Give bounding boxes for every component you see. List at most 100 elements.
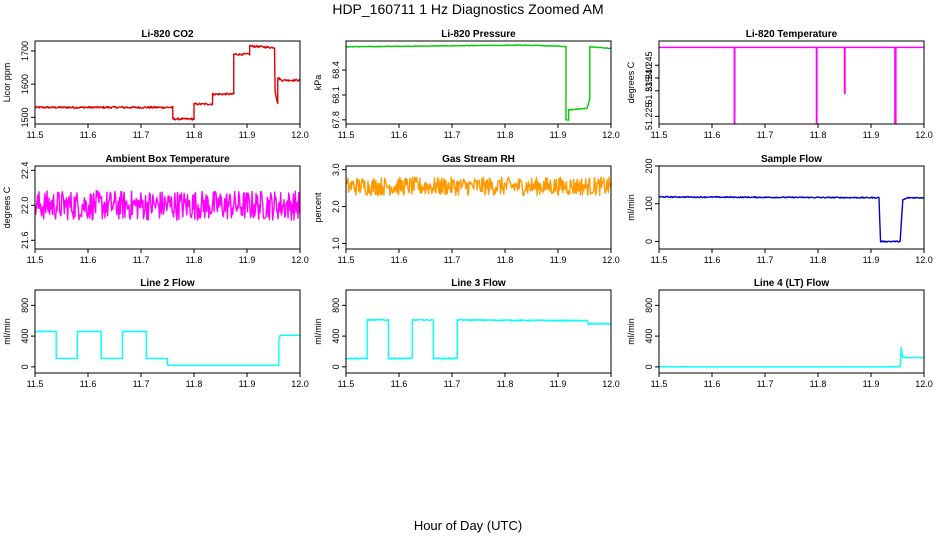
series-line: [659, 346, 924, 368]
x-tick-label: 11.7: [444, 130, 461, 140]
x-tick-label: 12.0: [291, 379, 309, 389]
x-tick-label: 11.5: [27, 255, 44, 265]
y-tick-label: 0: [331, 364, 341, 369]
x-tick-label: 11.6: [80, 130, 97, 140]
figure-title: HDP_160711 1 Hz Diagnostics Zoomed AM: [332, 1, 603, 17]
plot-frame: [34, 165, 301, 250]
y-axis-label: ml/min: [313, 318, 323, 345]
x-tick-label: 11.7: [133, 255, 150, 265]
x-tick-label: 11.8: [497, 379, 514, 389]
x-tick-label: 12.0: [291, 255, 309, 265]
x-tick-label: 12.0: [915, 379, 933, 389]
panels: Li-820 CO2 Licor ppm 11.5 11.6 11.7 11.8 11.9 1…: [2, 29, 933, 389]
x-tick-label: 11.9: [550, 255, 567, 265]
y-tick-label: 21.6: [20, 231, 30, 249]
plot-frame: [345, 289, 612, 374]
y-axis-label: degrees C: [626, 61, 636, 103]
y-tick-label: 0: [644, 239, 654, 244]
plot-frame: [345, 165, 612, 250]
y-tick-label: 68.4: [331, 61, 341, 79]
x-tick-label: 11.5: [651, 379, 668, 389]
y-tick-label: 51.245: [644, 51, 654, 79]
panel: Li-820 CO2 Licor ppm 11.5 11.6 11.7 11.8 11.9 1…: [2, 29, 309, 140]
y-axis-label: ml/min: [626, 318, 636, 345]
x-tick-label: 11.5: [338, 130, 355, 140]
y-tick-label: 800: [20, 298, 30, 313]
plot-frame: [658, 165, 925, 250]
y-axis-label: Licor ppm: [2, 63, 12, 103]
panel-title: Sample Flow: [761, 154, 822, 165]
plot-frame: [34, 40, 301, 125]
y-tick-label: 1.0: [331, 237, 341, 250]
y-tick-label: 22.0: [20, 197, 30, 215]
y-tick-label: 2.0: [331, 200, 341, 213]
x-tick-label: 11.9: [863, 379, 880, 389]
x-tick-label: 11.9: [239, 379, 256, 389]
y-tick-label: 800: [644, 298, 654, 313]
panel: Line 3 Flow ml/min 11.5 11.6 11.7 11.8 11.9 12.…: [313, 278, 620, 389]
x-tick-label: 11.8: [186, 255, 203, 265]
x-tick-label: 11.7: [444, 379, 461, 389]
panel: Ambient Box Temperature degrees C 11.5 11.6…: [2, 154, 309, 265]
y-tick-label: 1600: [20, 74, 30, 94]
panel-title: Li-820 CO2: [141, 29, 194, 40]
x-tick-label: 11.6: [391, 130, 408, 140]
y-tick-label: 1500: [20, 107, 30, 127]
panel-title: Line 2 Flow: [140, 278, 195, 289]
plot-frame: [658, 40, 925, 125]
x-tick-label: 11.7: [133, 379, 150, 389]
x-tick-label: 11.6: [704, 255, 721, 265]
y-tick-label: 400: [331, 329, 341, 344]
y-tick-label: 0: [20, 364, 30, 369]
y-tick-label: 400: [20, 329, 30, 344]
x-tick-label: 11.5: [27, 379, 44, 389]
x-tick-label: 11.5: [27, 130, 44, 140]
y-axis-label: percent: [313, 192, 323, 223]
x-tick-label: 12.0: [915, 255, 933, 265]
panel-title: Li-820 Pressure: [441, 29, 516, 40]
x-tick-label: 11.5: [338, 255, 355, 265]
y-tick-label: 22.4: [20, 162, 30, 180]
x-tick-label: 11.5: [338, 379, 355, 389]
x-tick-label: 11.9: [239, 255, 256, 265]
y-tick-label: 100: [644, 196, 654, 211]
x-tick-label: 11.8: [186, 130, 203, 140]
y-tick-label: 51.235: [644, 77, 654, 105]
panel: Li-820 Temperature degrees C 11.5 11.6 11.7 1…: [626, 29, 933, 140]
series-line: [346, 44, 611, 121]
series-line: [659, 195, 924, 243]
x-tick-label: 11.5: [651, 255, 668, 265]
x-tick-label: 11.9: [550, 379, 567, 389]
y-axis-label: ml/min: [626, 194, 636, 221]
series-line: [35, 44, 300, 121]
x-tick-label: 12.0: [915, 130, 933, 140]
panel: Sample Flow ml/min 11.5 11.6 11.7 11.8 11.9 12.…: [626, 154, 933, 265]
panel: Li-820 Pressure kPa 11.5 11.6 11.7 11.8 11.9 12…: [313, 29, 620, 140]
x-tick-label: 11.8: [497, 130, 514, 140]
y-tick-label: 400: [644, 329, 654, 344]
x-tick-label: 11.8: [810, 379, 827, 389]
plot-frame: [34, 289, 301, 374]
y-tick-label: 800: [331, 298, 341, 313]
x-tick-label: 11.9: [863, 130, 880, 140]
y-tick-label: 1700: [20, 41, 30, 61]
x-tick-label: 11.9: [550, 130, 567, 140]
x-tick-label: 11.7: [757, 130, 774, 140]
y-tick-label: 51.225: [644, 103, 654, 131]
x-tick-label: 11.9: [239, 130, 256, 140]
panel: Line 2 Flow ml/min 11.5 11.6 11.7 11.8 11.9 12.…: [2, 278, 309, 389]
x-tick-label: 12.0: [291, 130, 309, 140]
series-line: [35, 189, 300, 221]
plot-frame: [658, 289, 925, 374]
panel-title: Gas Stream RH: [442, 154, 515, 165]
series-line: [346, 176, 611, 197]
y-tick-label: 3.0: [331, 163, 341, 176]
series-line: [35, 330, 300, 367]
series-line: [659, 46, 924, 124]
panel: Gas Stream RH percent 11.5 11.6 11.7 11.8 11.9…: [313, 154, 620, 265]
x-tick-label: 11.6: [391, 379, 408, 389]
panel-title: Ambient Box Temperature: [105, 154, 230, 165]
figure-xlabel: Hour of Day (UTC): [414, 518, 522, 533]
panel-title: Line 4 (LT) Flow: [754, 278, 830, 289]
